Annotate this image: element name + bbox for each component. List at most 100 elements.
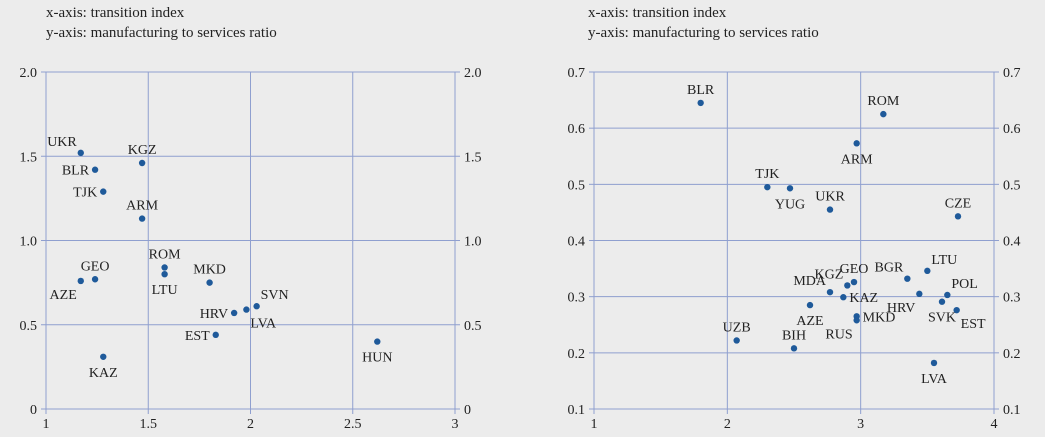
chart0-point-svn [253, 303, 260, 310]
chart0-point-label-arm: ARM [126, 199, 158, 214]
left-caption-y: y-axis: manufacturing to services ratio [46, 25, 277, 41]
right-chart-panel: x-axis: transition index y-axis: manufac… [522, 0, 1045, 437]
chart0-point-lva [243, 306, 250, 313]
chart1-y-tick-label-right: 0.3 [1003, 291, 1021, 306]
left-chart-caption: x-axis: transition index y-axis: manufac… [46, 3, 277, 43]
chart0-point-label-hrv: HRV [200, 307, 228, 322]
chart0-point-label-mkd: MKD [193, 263, 226, 278]
chart1-y-tick-label-left: 0.3 [568, 291, 586, 306]
chart1-point-label-uzb: UZB [723, 320, 751, 335]
chart1-point-label-cze: CZE [945, 196, 971, 211]
chart0-y-tick-label-right: 0.5 [464, 319, 482, 334]
chart1-point-label-ukr: UKR [815, 190, 845, 205]
left-scatter-plot: 1 1.5 2 2.5 30 00.5 0.51.0 1.01.5 1.52.0 2.0UKRBL… [20, 66, 482, 432]
chart0-point-geo [91, 276, 99, 283]
right-chart-caption: x-axis: transition index y-axis: manufac… [588, 3, 819, 43]
chart1-y-tick-label-left: 0.6 [568, 122, 586, 137]
chart0-point-tjk [100, 188, 107, 195]
chart1-x-tick-label: 3 [857, 417, 864, 432]
chart0-y-tick-label-right: 2.0 [464, 66, 482, 81]
chart0-point-label-kaz: KAZ [89, 366, 118, 381]
chart0-point-label-est: EST [185, 329, 210, 344]
chart0-y-tick-label-left: 0 [30, 403, 37, 418]
chart0-point-label-ukr: UKR [47, 135, 77, 150]
chart1-point-ukr [826, 206, 834, 213]
chart0-point-label-geo: GEO [81, 259, 110, 274]
chart1-point-geo [850, 278, 858, 286]
chart0-x-tick-label: 2.5 [344, 417, 362, 432]
chart0-point-kgz [138, 159, 146, 167]
chart1-point-hrv [916, 290, 923, 298]
chart1-point-label-aze: AZE [796, 314, 823, 329]
chart1-point-label-kgz: KGZ [815, 267, 844, 282]
chart0-point-label-rom: ROM [149, 247, 181, 262]
right-caption-x: x-axis: transition index [588, 5, 727, 21]
chart1-y-tick-label-right: 0.7 [1003, 66, 1021, 81]
chart1-point-label-svk: SVK [928, 311, 956, 326]
chart0-point-label-lva: LVA [250, 317, 277, 332]
chart1-point-rus [853, 317, 860, 324]
chart0-point-label-kgz: KGZ [128, 143, 157, 158]
chart1-y-tick-label-right: 0.2 [1003, 347, 1021, 362]
chart1-point-uzb [733, 337, 740, 344]
chart0-y-tick-label-right: 1.0 [464, 235, 482, 250]
chart1-point-rom [880, 110, 887, 118]
chart1-point-pol [944, 291, 951, 299]
chart1-y-tick-label-left: 0.4 [568, 235, 586, 250]
chart0-point-label-blr: BLR [62, 164, 90, 179]
chart1-point-label-ltu: LTU [931, 253, 957, 268]
chart1-point-tjk [764, 183, 771, 191]
chart0-point-rom [161, 264, 168, 271]
chart1-point-lva [930, 359, 938, 367]
chart1-point-aze [806, 301, 814, 309]
chart1-point-cze [954, 213, 962, 220]
chart0-x-tick-label: 1.5 [140, 417, 158, 432]
chart0-point-est [212, 331, 219, 339]
chart1-point-est [953, 306, 960, 314]
chart1-point-yug [786, 185, 794, 192]
chart1-x-tick-label: 1 [591, 417, 598, 432]
chart0-point-ukr [77, 149, 84, 157]
chart0-point-label-aze: AZE [50, 288, 77, 303]
chart0-point-hun [374, 338, 381, 345]
chart0-point-mkd [206, 279, 213, 286]
chart0-point-label-ltu: LTU [152, 283, 178, 298]
chart1-y-tick-label-right: 0.5 [1003, 178, 1021, 193]
chart1-y-tick-label-right: 0.1 [1003, 403, 1021, 418]
chart1-point-kgz [844, 282, 851, 289]
chart1-y-tick-label-left: 0.1 [568, 403, 586, 418]
chart1-point-label-mkd: MKD [863, 310, 896, 325]
chart1-y-tick-label-right: 0.4 [1003, 235, 1021, 250]
chart1-point-label-blr: BLR [687, 83, 715, 98]
chart1-y-tick-label-left: 0.5 [568, 178, 586, 193]
chart1-point-label-est: EST [961, 317, 986, 332]
chart1-point-label-hrv: HRV [887, 301, 915, 316]
chart1-point-kaz [840, 294, 847, 301]
chart1-y-tick-label-left: 0.7 [568, 66, 586, 81]
chart1-x-tick-label: 2 [724, 417, 731, 432]
chart0-point-blr [91, 166, 99, 173]
chart0-x-tick-label: 1 [43, 417, 50, 432]
chart1-x-tick-label: 4 [991, 417, 998, 432]
chart1-point-bgr [904, 275, 911, 282]
chart0-y-tick-label-left: 1.5 [20, 150, 38, 165]
chart0-point-label-hun: HUN [362, 351, 392, 366]
chart1-point-svk [938, 298, 946, 305]
chart0-point-label-tjk: TJK [73, 186, 97, 201]
chart1-point-mda [826, 288, 834, 296]
chart0-y-tick-label-left: 0.5 [20, 319, 38, 334]
chart1-point-bih [790, 345, 798, 352]
chart1-point-label-mda: MDA [793, 274, 827, 289]
chart0-y-tick-label-left: 2.0 [20, 66, 38, 81]
chart0-y-tick-label-right: 1.5 [464, 150, 482, 165]
chart1-point-blr [697, 99, 704, 107]
chart1-point-label-rom: ROM [867, 94, 899, 109]
chart0-point-kaz [100, 353, 107, 360]
chart1-point-label-rus: RUS [825, 327, 852, 342]
chart1-point-label-pol: POL [951, 277, 977, 292]
chart0-point-aze [77, 277, 84, 285]
chart1-point-label-geo: GEO [840, 262, 869, 277]
chart1-point-label-bgr: BGR [875, 261, 904, 276]
chart1-point-label-tjk: TJK [755, 167, 779, 182]
chart0-point-hrv [230, 309, 238, 317]
